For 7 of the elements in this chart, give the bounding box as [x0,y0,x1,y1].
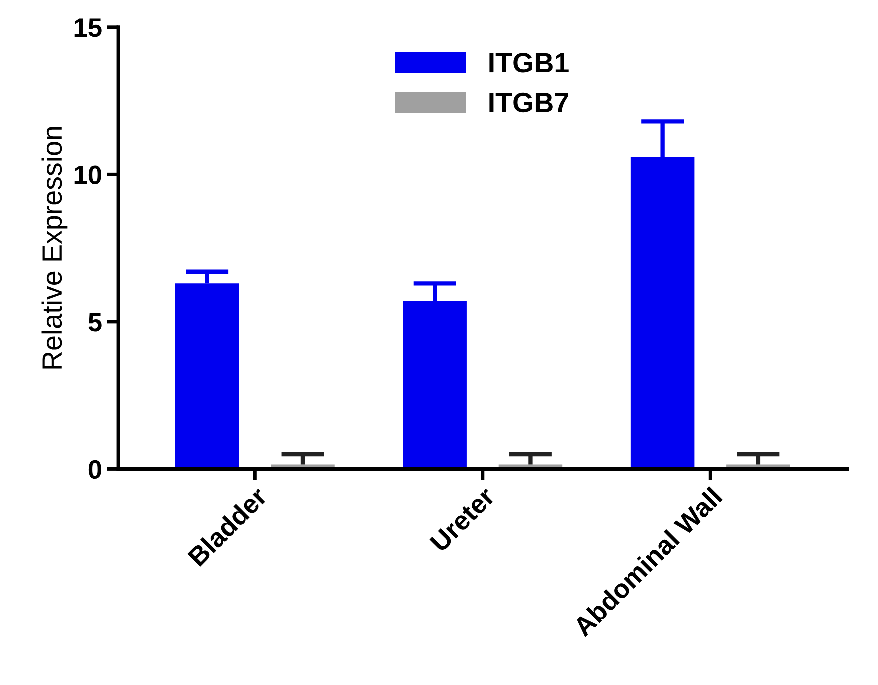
y-tick-label: 10 [74,166,102,184]
y-axis-title: Relative Expression [42,127,68,369]
y-tick-label: 15 [74,18,102,38]
y-tick-label: 0 [88,460,102,480]
legend-label: ITGB7 [490,92,568,113]
legend-label: ITGB1 [490,53,569,73]
y-tick-label: 5 [88,313,102,332]
